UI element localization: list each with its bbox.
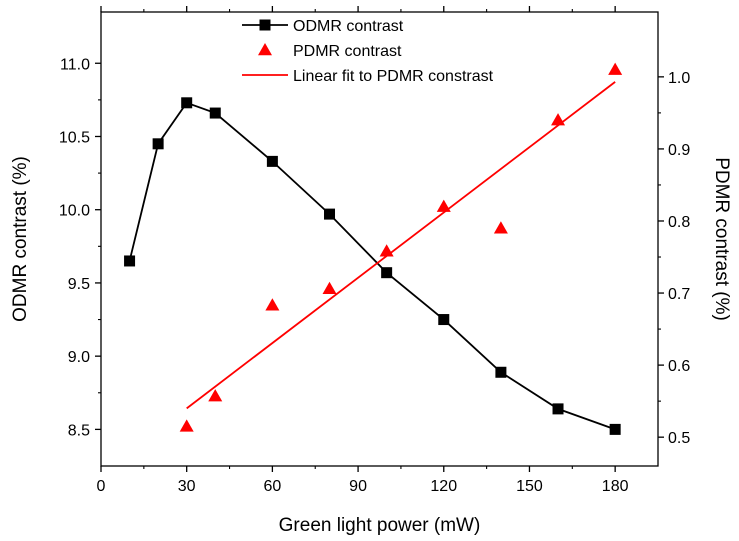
x-tick-label: 150 — [516, 478, 543, 495]
y-right-tick-label: 1.0 — [668, 70, 690, 87]
data-point-triangle — [179, 419, 194, 432]
series-0 — [124, 97, 621, 435]
x-tick-label: 60 — [263, 478, 281, 495]
x-tick-label: 0 — [97, 478, 106, 495]
series-line — [186, 81, 616, 410]
y-left-tick-label: 10.0 — [59, 203, 90, 220]
legend-label: ODMR contrast — [293, 18, 404, 35]
data-point-triangle — [493, 221, 508, 234]
x-tick-label: 90 — [349, 478, 367, 495]
y-left-tick-label: 10.5 — [59, 129, 90, 146]
series-1 — [179, 62, 623, 432]
series-2 — [186, 81, 616, 410]
y-left-tick-label: 8.5 — [68, 422, 90, 439]
data-point-square — [209, 107, 221, 119]
y-right-tick-label: 0.8 — [668, 214, 690, 231]
right-y-axis: 0.5 0.6 0.7 0.8 0.9 1.0 — [658, 70, 690, 447]
data-point-triangle — [265, 298, 280, 311]
y-right-tick-label: 0.9 — [668, 142, 690, 159]
data-point-square — [552, 403, 564, 415]
y-right-tick-label: 0.6 — [668, 358, 690, 375]
x-axis: 0 30 60 90 120 150 180 — [97, 6, 629, 495]
data-point-square — [609, 423, 621, 435]
x-tick-label: 30 — [178, 478, 196, 495]
y-right-tick-label: 0.7 — [668, 286, 690, 303]
y-left-tick-label: 11.0 — [60, 56, 90, 73]
legend-label: PDMR contrast — [293, 43, 402, 60]
right-y-axis-title: PDMR contrast (%) — [711, 157, 732, 321]
data-point-square — [124, 255, 136, 267]
left-y-axis: 8.5 9.0 9.5 10.0 10.5 11.0 — [59, 56, 101, 439]
legend-item: Linear fit to PDMR constrast — [242, 68, 494, 85]
legend-square-marker — [259, 19, 271, 31]
y-left-tick-label: 9.0 — [68, 349, 90, 366]
data-point-square — [495, 366, 507, 378]
x-tick-label: 120 — [430, 478, 457, 495]
data-point-square — [324, 208, 336, 220]
data-point-triangle — [551, 113, 566, 126]
legend-label: Linear fit to PDMR constrast — [293, 68, 494, 85]
data-point-triangle — [208, 389, 223, 402]
series-layer — [124, 62, 623, 435]
data-point-triangle — [322, 281, 337, 294]
plot-border — [100, 11, 659, 467]
data-point-square — [438, 314, 450, 326]
x-axis-title: Green light power (mW) — [279, 515, 481, 536]
data-point-triangle — [379, 244, 394, 257]
data-point-triangle — [436, 199, 451, 212]
plot-frame — [100, 11, 659, 467]
y-left-tick-label: 9.5 — [68, 276, 90, 293]
data-point-square — [266, 155, 278, 167]
legend-triangle-marker — [258, 43, 272, 56]
data-point-square — [381, 267, 393, 279]
legend-item: PDMR contrast — [258, 43, 402, 60]
data-point-square — [181, 97, 193, 109]
data-point-square — [152, 138, 164, 150]
legend-item: ODMR contrast — [242, 18, 404, 35]
y-right-tick-label: 0.5 — [668, 430, 690, 447]
data-point-triangle — [608, 62, 623, 75]
legend: ODMR contrast PDMR contrast Linear fit to … — [242, 18, 494, 85]
x-tick-label: 180 — [602, 478, 629, 495]
left-y-axis-title: ODMR contrast (%) — [10, 156, 31, 322]
